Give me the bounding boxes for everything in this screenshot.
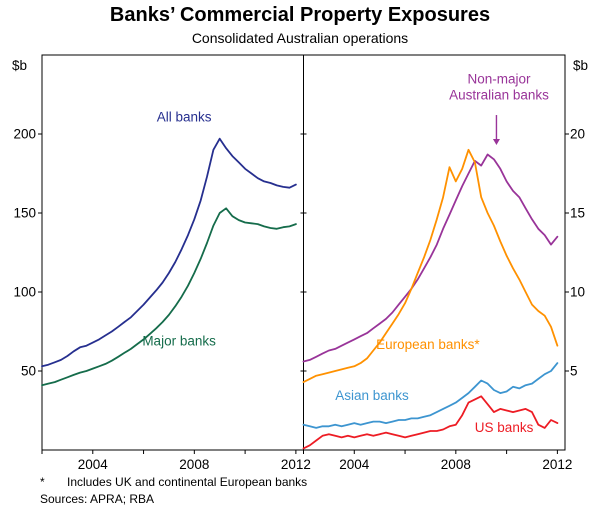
y-tick-label: 100 <box>13 285 36 300</box>
series-label-european-banks-: European banks* <box>376 337 480 352</box>
y-tick-label: 15 <box>570 206 585 221</box>
series-label-major-banks: Major banks <box>142 334 216 349</box>
line-us-banks <box>302 395 559 450</box>
x-tick-label: 2012 <box>542 457 572 472</box>
series-label-asian-banks: Asian banks <box>335 388 409 403</box>
left-axis-unit: $b <box>12 58 27 73</box>
line-all-banks <box>41 137 297 368</box>
line-major-banks <box>41 207 297 387</box>
y-tick-label: 10 <box>570 285 585 300</box>
chart-subtitle: Consolidated Australian operations <box>191 30 409 46</box>
annotation-arrowhead <box>492 139 500 146</box>
x-tick-label: 2004 <box>339 457 370 472</box>
annotation-label: Australian banks <box>449 87 549 102</box>
sources-line: Sources: APRA; RBA <box>40 492 155 506</box>
footnote-marker: * <box>40 475 45 489</box>
line-european-banks <box>302 148 559 384</box>
y-tick-label: 150 <box>13 206 36 221</box>
y-tick-label: 200 <box>13 127 36 142</box>
y-tick-label: 20 <box>570 127 585 142</box>
line-non-major-australian-banks <box>302 153 559 363</box>
x-tick-label: 2004 <box>78 457 109 472</box>
series-label-all-banks: All banks <box>157 109 212 124</box>
x-tick-label: 2008 <box>179 457 209 472</box>
y-tick-label: 50 <box>21 364 36 379</box>
chart-title: Banks’ Commercial Property Exposures <box>109 4 491 26</box>
line-asian-banks <box>302 362 559 429</box>
y-tick-label: 5 <box>570 364 578 379</box>
x-tick-label: 2008 <box>441 457 471 472</box>
annotation-label: Non-major <box>467 71 531 86</box>
footnote: * Includes UK and continental European ba… <box>40 475 307 489</box>
series-label-us-banks: US banks <box>475 420 534 435</box>
x-tick-label: 2012 <box>281 457 311 472</box>
footnote-text: Includes UK and continental European ban… <box>67 475 308 489</box>
right-axis-unit: $b <box>573 58 588 73</box>
